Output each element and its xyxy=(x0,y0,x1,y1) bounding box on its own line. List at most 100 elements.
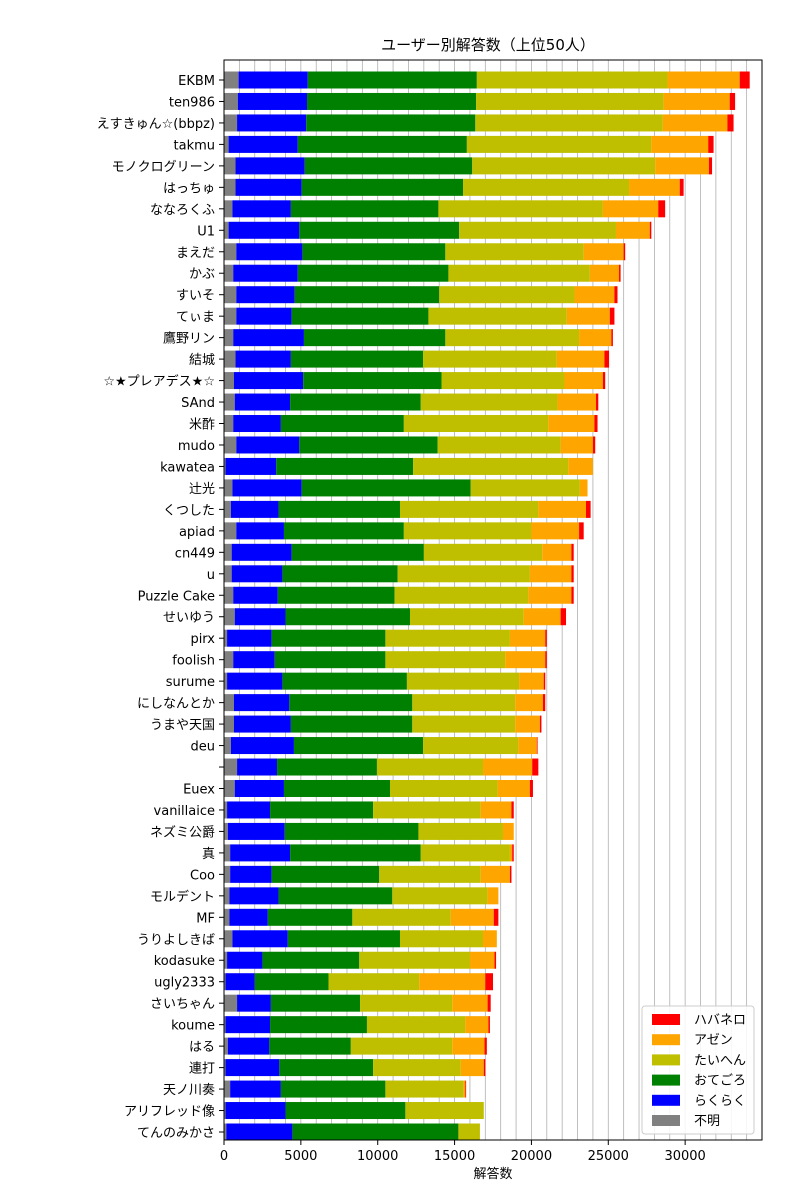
bar-segment xyxy=(328,973,420,991)
bar-segment xyxy=(230,844,291,862)
bar-segment xyxy=(420,844,510,862)
category-label: 連打 xyxy=(189,1062,215,1077)
bar-segment xyxy=(515,715,540,733)
bar-segment xyxy=(423,543,543,561)
bar-segment xyxy=(290,200,439,218)
bar-segment xyxy=(277,758,377,776)
bar-segment xyxy=(542,543,572,561)
bar-segment xyxy=(224,71,239,89)
x-tick-label: 10000 xyxy=(357,1149,398,1164)
bar-segment xyxy=(350,1037,453,1055)
bar-segment xyxy=(235,157,305,175)
bar-segment xyxy=(231,543,292,561)
bar-segment xyxy=(285,1102,406,1120)
bar-segment xyxy=(235,350,291,368)
bar-segment xyxy=(303,329,446,347)
bar-segment xyxy=(233,415,281,433)
bar-segment xyxy=(460,1059,484,1077)
bar-segment xyxy=(528,586,572,604)
category-label: cn449 xyxy=(175,546,215,561)
bar-segment xyxy=(452,1037,485,1055)
category-label: ななろくふ xyxy=(150,203,215,218)
category-label: ネズミ公爵 xyxy=(150,824,215,840)
bar-segment xyxy=(568,457,593,475)
bar-segment xyxy=(224,350,236,368)
bar-segment xyxy=(224,543,232,561)
category-label: すいそ xyxy=(176,289,215,304)
bar-segment xyxy=(403,522,532,540)
bars xyxy=(224,71,750,1141)
bar-segment xyxy=(651,135,709,153)
x-tick-label: 5000 xyxy=(284,1149,317,1164)
bar-segment xyxy=(531,522,580,540)
category-label: vanillaice xyxy=(154,804,215,819)
legend-label: 不明 xyxy=(694,1114,720,1129)
bar-segment xyxy=(224,264,234,282)
category-label: てんのみかさ xyxy=(137,1126,215,1141)
bar-segment xyxy=(233,329,304,347)
bar-segment xyxy=(306,114,476,132)
category-label: SAnd xyxy=(181,396,215,411)
bar-segment xyxy=(279,1059,374,1077)
bar-segment xyxy=(463,178,630,196)
bar-segment xyxy=(585,500,591,518)
bar-segment xyxy=(224,1123,227,1141)
category-label: surume xyxy=(166,675,215,690)
bar-segment xyxy=(557,393,596,411)
bar-segment xyxy=(225,1102,286,1120)
bar-segment xyxy=(583,243,624,261)
bar-segment xyxy=(282,672,407,690)
bar-segment xyxy=(412,694,516,712)
bar-segment xyxy=(483,930,497,948)
bar-segment xyxy=(224,865,231,883)
bar-segment xyxy=(739,71,750,89)
bar-segment xyxy=(224,1016,226,1034)
category-label: モルデント xyxy=(150,889,215,905)
category-label: kawatea xyxy=(160,460,215,475)
bar-segment xyxy=(234,779,284,797)
category-label: U1 xyxy=(197,224,215,239)
bar-segment xyxy=(233,715,291,733)
bar-segment xyxy=(594,415,598,433)
bar-segment xyxy=(227,951,263,969)
bar-segment xyxy=(270,801,374,819)
bar-segment xyxy=(465,1016,489,1034)
category-label: MF xyxy=(196,911,215,926)
bar-segment xyxy=(237,92,308,110)
bar-segment xyxy=(234,608,286,626)
bar-segment xyxy=(439,286,575,304)
bar-segment xyxy=(566,307,610,325)
bar-segment xyxy=(629,178,680,196)
bar-segment xyxy=(224,522,237,540)
bar-segment xyxy=(297,135,467,153)
bar-segment xyxy=(512,844,514,862)
bar-segment xyxy=(450,908,494,926)
bar-segment xyxy=(224,178,236,196)
bar-segment xyxy=(224,887,230,905)
category-label: 真 xyxy=(202,847,215,862)
plot-frame xyxy=(223,59,763,1141)
bar-segment xyxy=(423,350,557,368)
bar-segment xyxy=(236,436,300,454)
bar-segment xyxy=(604,350,610,368)
category-label: Euex xyxy=(183,782,215,797)
bar-segment xyxy=(708,135,714,153)
bar-segment xyxy=(224,92,238,110)
bar-segment xyxy=(532,758,539,776)
category-label: 鷹野リン xyxy=(163,332,215,347)
legend-label: アゼン xyxy=(694,1033,733,1048)
bar-segment xyxy=(493,908,499,926)
legend-swatch xyxy=(652,1094,680,1106)
bar-segment xyxy=(224,372,234,390)
bar-segment xyxy=(262,951,360,969)
bar-segment xyxy=(232,479,302,497)
bar-segment xyxy=(397,565,530,583)
x-tick-label: 25000 xyxy=(588,1149,629,1164)
bar-segment xyxy=(545,651,547,669)
legend-swatch xyxy=(652,1074,680,1086)
x-axis-label: 解答数 xyxy=(473,1166,512,1182)
bar-segment xyxy=(463,1080,466,1098)
bar-segment xyxy=(224,822,228,840)
bar-segment xyxy=(497,779,530,797)
bar-segment xyxy=(302,243,446,261)
